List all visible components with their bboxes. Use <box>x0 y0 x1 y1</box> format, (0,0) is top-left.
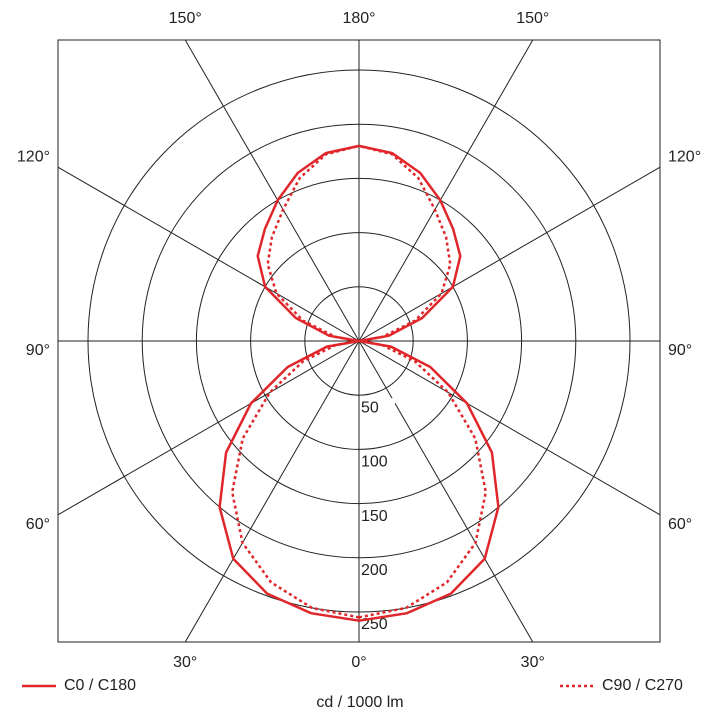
intensity-curve <box>218 144 360 622</box>
spoke <box>57 340 360 516</box>
angle-label: 150° <box>169 10 202 27</box>
angle-label: 0° <box>351 654 366 671</box>
angle-label: 120° <box>668 148 701 165</box>
angle-label: 150° <box>516 10 549 27</box>
ring-label-bg <box>361 452 395 471</box>
spoke <box>358 166 661 342</box>
intensity-curve <box>358 144 500 622</box>
spoke <box>184 39 360 342</box>
angle-label: 90° <box>26 342 50 359</box>
spoke <box>57 166 360 342</box>
ring-label: 100 <box>361 454 388 471</box>
legend-label: C0 / C180 <box>64 677 136 694</box>
intensity-curve <box>358 144 488 619</box>
axis-label: cd / 1000 lm <box>316 694 403 711</box>
ring-label: 50 <box>361 399 379 416</box>
ring-label-bg <box>361 560 395 579</box>
spoke <box>358 340 534 643</box>
spoke <box>184 340 360 643</box>
angle-label: 90° <box>668 342 692 359</box>
ring-label: 150 <box>361 508 388 525</box>
intensity-curve <box>230 144 360 619</box>
ring-label-bg <box>361 506 395 525</box>
angle-label: 60° <box>26 516 50 533</box>
angle-label: 60° <box>668 516 692 533</box>
angle-label: 30° <box>173 654 197 671</box>
ring-label: 200 <box>361 562 388 579</box>
legend-label: C90 / C270 <box>602 677 683 694</box>
spoke <box>358 340 661 516</box>
angle-label: 120° <box>17 148 50 165</box>
angle-label: 180° <box>342 10 375 27</box>
ring-label-bg <box>361 398 395 417</box>
angle-label: 30° <box>521 654 545 671</box>
spoke <box>358 39 534 342</box>
